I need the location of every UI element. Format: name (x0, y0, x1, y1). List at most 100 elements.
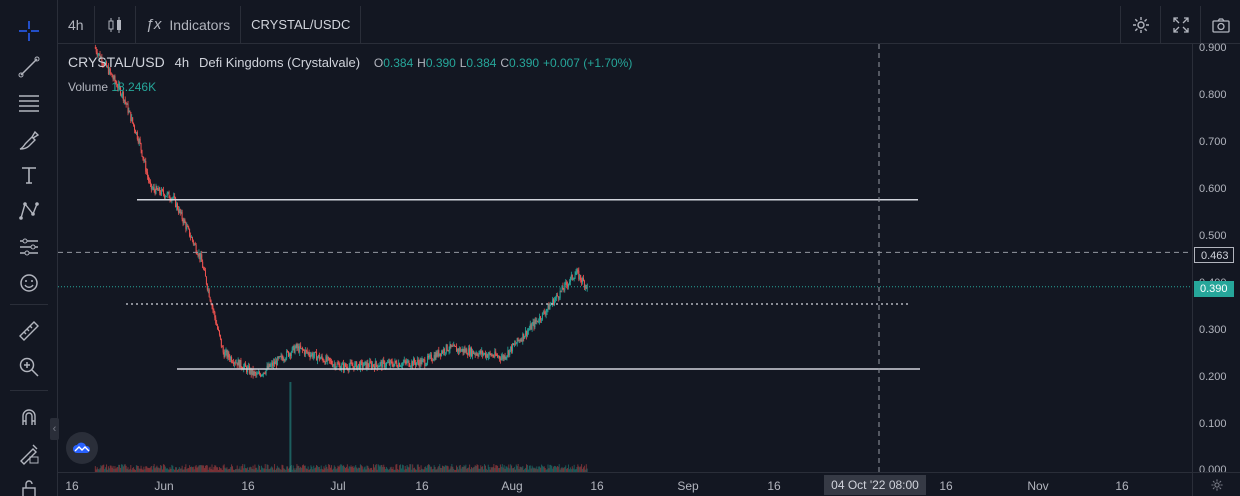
candle-body (151, 188, 153, 190)
candle-body (301, 347, 303, 349)
candle-body (403, 360, 405, 363)
crosshair-icon[interactable] (14, 16, 44, 46)
candle-body (180, 211, 182, 213)
volume-bar (534, 467, 536, 472)
volume-bar (518, 469, 520, 472)
volume-bar (106, 464, 108, 472)
chart-pane[interactable]: CRYSTAL/USD 4h Defi Kingdoms (Crystalval… (58, 44, 1192, 472)
candle-body (389, 360, 391, 365)
candle-body (445, 344, 447, 353)
ruler-icon[interactable] (14, 316, 44, 346)
fullscreen-button[interactable] (1160, 6, 1200, 44)
volume-bar (222, 465, 224, 472)
volume-label: Volume (68, 80, 109, 94)
magnet-icon[interactable] (14, 402, 44, 432)
volume-bar (162, 469, 164, 472)
interval-button[interactable]: 4h (58, 5, 95, 44)
pattern-icon[interactable] (14, 196, 44, 226)
volume-bar (504, 468, 506, 472)
price-chart[interactable] (58, 44, 1192, 472)
candle-body (135, 132, 137, 134)
volume-bar (382, 467, 384, 472)
volume-bar (129, 468, 131, 472)
trend-line-icon[interactable] (14, 52, 44, 82)
axis-settings-button[interactable] (1192, 472, 1240, 496)
volume-bar (389, 467, 391, 472)
screenshot-button[interactable] (1200, 6, 1240, 44)
candle-body (230, 356, 232, 360)
candle-body (515, 343, 517, 345)
volume-bar (169, 467, 171, 472)
volume-bar (196, 467, 198, 472)
time-tick: 16 (767, 479, 781, 493)
prediction-icon[interactable] (14, 232, 44, 262)
volume-bar (180, 468, 182, 472)
fib-icon[interactable] (14, 88, 44, 118)
lock-drawing-icon[interactable] (14, 438, 44, 468)
volume-bar (554, 466, 556, 472)
candle-body (465, 349, 467, 352)
collapse-toolbar-button[interactable]: ‹ (50, 418, 59, 440)
volume-bar (556, 465, 558, 472)
volume-bar (509, 468, 511, 472)
chart-type-button[interactable] (95, 5, 136, 44)
candle-body (474, 353, 476, 355)
price-axis[interactable]: 0.900 0.800 0.700 0.600 0.500 0.400 0.30… (1192, 42, 1240, 476)
candle-body (188, 226, 190, 229)
candle-body (405, 361, 407, 364)
candle-body (155, 186, 157, 194)
brush-icon[interactable] (14, 125, 44, 155)
volume-bar (575, 469, 577, 472)
candle-body (484, 353, 486, 354)
volume-bar (153, 464, 155, 472)
volume-bar (238, 468, 240, 472)
volume-bar (236, 465, 238, 472)
time-axis[interactable]: 16 Jun 16 Jul 16 Aug 16 Sep 16 16 Nov 16… (58, 472, 1192, 496)
volume-bar (400, 468, 402, 472)
candle-body (359, 361, 361, 370)
time-tick: Aug (501, 479, 523, 493)
volume-bar (229, 468, 231, 472)
volume-bar (579, 467, 581, 472)
lock-icon[interactable] (14, 474, 44, 496)
text-icon[interactable] (14, 160, 44, 190)
candle-body (437, 350, 439, 357)
candle-body (285, 358, 287, 361)
volume-bar (294, 469, 296, 472)
candle-body (350, 362, 352, 364)
candle-body (123, 99, 125, 101)
symbol-button[interactable]: CRYSTAL/USDC (241, 5, 362, 44)
zoom-in-icon[interactable] (14, 352, 44, 382)
volume-bar (198, 465, 200, 472)
volume-bar (202, 465, 204, 472)
settings-button[interactable] (1120, 6, 1160, 44)
candle-body (157, 189, 159, 191)
candle-body (583, 280, 585, 288)
candle-body (107, 66, 109, 75)
volume-bar (386, 466, 388, 472)
volume-bar (533, 468, 535, 472)
volume-bar (431, 469, 433, 472)
volume-bar (332, 468, 334, 472)
volume-bar (194, 466, 196, 472)
candle-body (428, 355, 430, 358)
volume-bar (428, 464, 430, 472)
candle-body (199, 252, 201, 260)
emoji-icon[interactable] (14, 268, 44, 298)
volume-bar (195, 465, 197, 472)
tradingview-logo[interactable] (66, 432, 98, 464)
volume-bar (303, 465, 305, 472)
candle-body (204, 270, 206, 277)
volume-bar (372, 469, 374, 472)
volume-bar (155, 466, 157, 472)
volume-bar (444, 465, 446, 472)
volume-bar (142, 469, 144, 472)
volume-bar (468, 467, 470, 472)
volume-spike (289, 382, 292, 472)
indicators-button[interactable]: ƒx Indicators (136, 5, 242, 44)
volume-bar (330, 467, 332, 472)
volume-bar (396, 464, 398, 472)
volume-bar (379, 466, 381, 472)
candle-body (422, 359, 424, 361)
candle-body (142, 156, 144, 159)
